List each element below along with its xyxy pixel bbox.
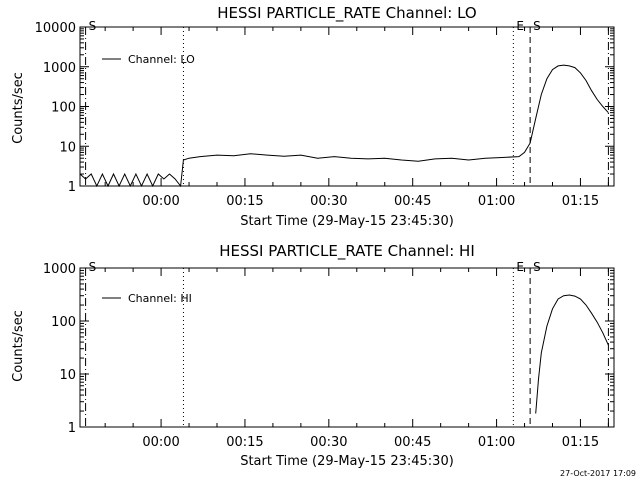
x-tick-label: 00:00 (142, 435, 179, 450)
chart-title: HESSI PARTICLE_RATE Channel: LO (217, 4, 476, 23)
x-tick-label: 00:15 (226, 435, 263, 450)
marker-label: S (533, 260, 541, 274)
marker-label: E (516, 19, 524, 33)
x-axis-label: Start Time (29-May-15 23:45:30) (240, 214, 454, 229)
axes: 00:00 00:15 00:30 00:45 01:00 01:15 1 10 100 1000… (35, 21, 615, 209)
legend: Channel: HI (102, 292, 192, 305)
y-tick-label: 1000 (43, 262, 76, 277)
chart-title: HESSI PARTICLE_RATE Channel: HI (219, 242, 475, 261)
legend: Channel: LO (102, 53, 195, 66)
x-tick-label: 00:15 (226, 194, 263, 209)
legend-entry: Channel: LO (128, 53, 195, 66)
y-axis-label: Counts/sec (11, 310, 26, 382)
x-tick-label: 00:45 (394, 194, 431, 209)
y-tick-label: 10 (59, 368, 76, 383)
timestamp: 27-Oct-2017 17:09 (560, 469, 636, 478)
marker-label: S (533, 19, 541, 33)
y-tick-label: 100 (51, 101, 76, 116)
x-tick-label: 01:00 (478, 194, 515, 209)
plot-frame (79, 26, 615, 187)
x-tick-label: 01:00 (478, 435, 515, 450)
x-tick-label: 00:00 (142, 194, 179, 209)
y-tick-label: 1000 (43, 61, 76, 76)
x-tick-label: 01:15 (562, 194, 599, 209)
series-line (79, 64, 609, 188)
x-tick-label: 01:15 (562, 435, 599, 450)
x-tick-label: 00:30 (310, 194, 347, 209)
y-tick-label: 1 (68, 180, 76, 195)
series-line (535, 294, 609, 414)
marker-label: S (89, 260, 97, 274)
y-tick-label: 10 (59, 140, 76, 155)
x-axis-label: Start Time (29-May-15 23:45:30) (240, 454, 454, 469)
panel-lo: HESSI PARTICLE_RATE Channel: LO Counts/s… (11, 4, 615, 229)
x-tick-label: 00:30 (310, 435, 347, 450)
plot-frame (79, 267, 615, 428)
x-tick-label: 00:45 (394, 435, 431, 450)
y-axis-label: Counts/sec (11, 72, 26, 144)
marker-label: S (89, 19, 97, 33)
legend-entry: Channel: HI (128, 292, 192, 305)
y-tick-label: 100 (51, 315, 76, 330)
axes: 00:00 00:15 00:30 00:45 01:00 01:15 1 10 100 1000 (43, 262, 615, 450)
y-tick-label: 10000 (35, 21, 76, 36)
panel-hi: HESSI PARTICLE_RATE Channel: HI Counts/s… (11, 242, 615, 469)
marker-label: E (516, 260, 524, 274)
y-tick-label: 1 (68, 421, 76, 436)
